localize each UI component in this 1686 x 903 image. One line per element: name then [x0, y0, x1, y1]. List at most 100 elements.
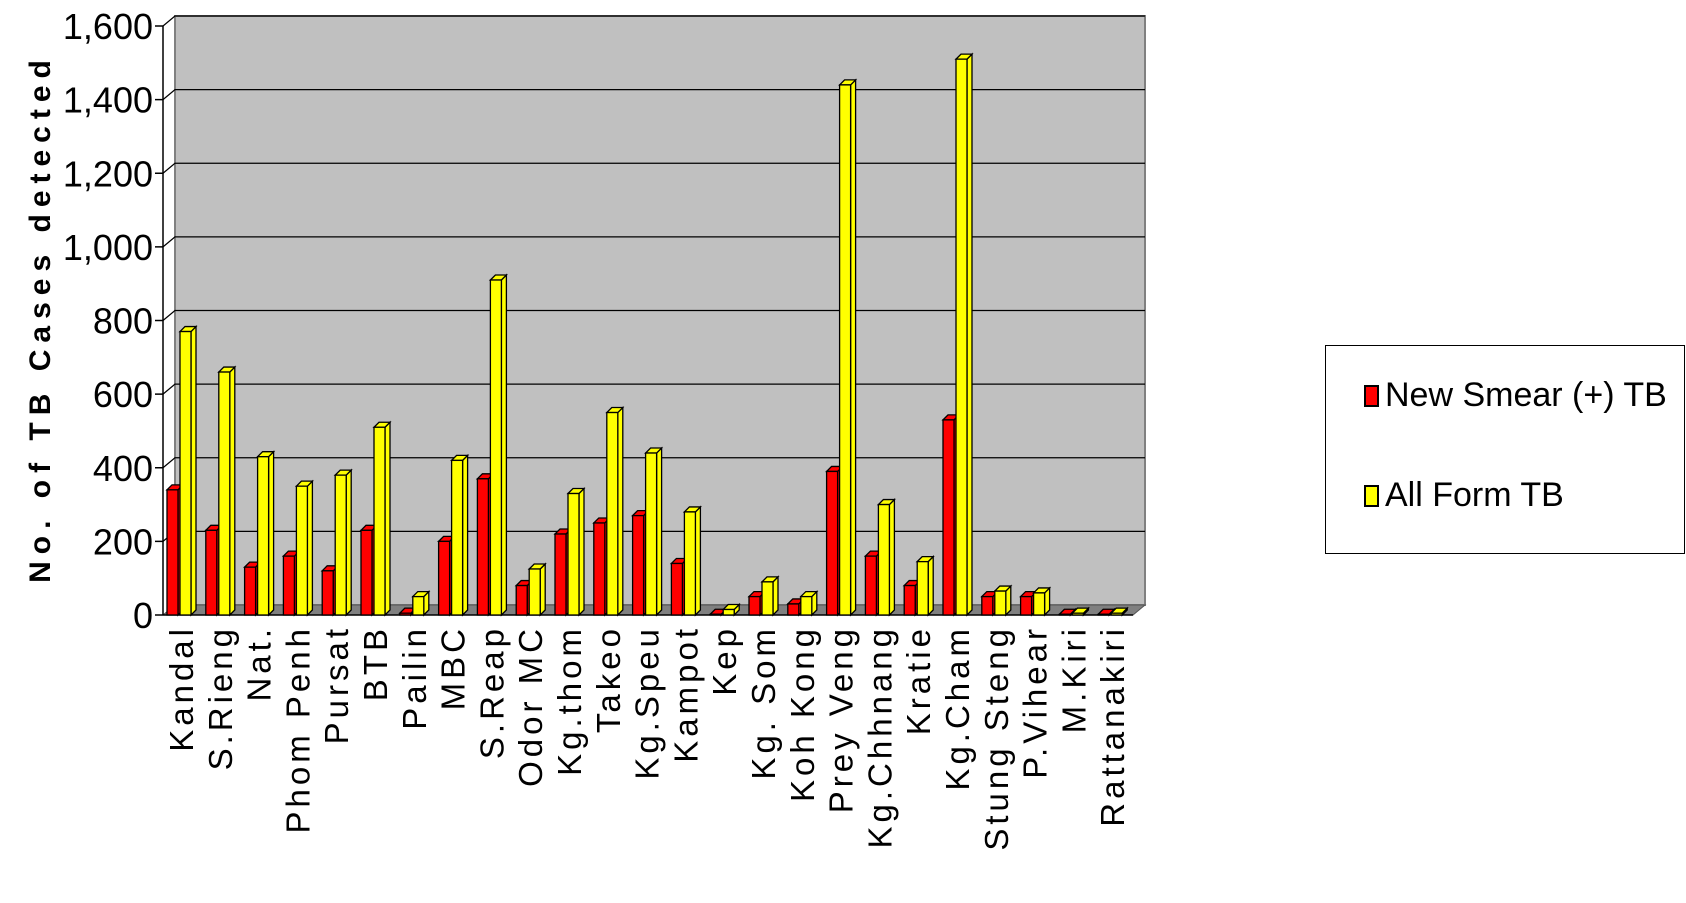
category-label: Kg.Chhnang [861, 625, 898, 848]
category-label: Odor MC [512, 625, 549, 787]
bar-new-smear [1057, 607, 1077, 617]
bar-all-form-side [190, 324, 197, 617]
bar-all-form-side [384, 420, 391, 617]
category-label: Kampot [667, 625, 704, 763]
category-label: Kg. Som [745, 625, 782, 780]
bar-new-smear-face [476, 478, 490, 616]
bar-all-form-side [500, 273, 508, 617]
gridline [162, 15, 1145, 27]
bar-new-smear-face [321, 570, 334, 616]
bar-new-smear-face [437, 540, 451, 616]
bar-all-form [954, 52, 974, 617]
bar-all-form-side [694, 505, 702, 617]
category-label: P.Vihear [1017, 625, 1054, 779]
legend-label-all-form: All Form TB [1385, 476, 1564, 514]
bar-all-form-side [267, 450, 275, 617]
bar-all-form [372, 420, 392, 617]
legend-swatch-red [1364, 384, 1379, 407]
gridline [162, 309, 1145, 321]
bar-all-form-side [345, 468, 352, 617]
bar-all-form-face [373, 426, 386, 616]
bar-all-form-side [772, 575, 779, 617]
bar-all-form-face [1071, 612, 1085, 616]
category-label: Kg.thom [551, 625, 588, 776]
category-label: Nat. [241, 625, 278, 702]
bar-all-form-side [617, 405, 624, 617]
bar-all-form-face [644, 452, 658, 616]
bars [165, 52, 1129, 617]
bar-new-smear-face [205, 529, 218, 616]
bar-all-form-side [927, 555, 934, 617]
category-label: Kandal [163, 625, 200, 752]
bar-all-form-face [567, 492, 580, 616]
legend-swatch-yellow [1364, 484, 1379, 507]
bar-all-form [799, 590, 819, 617]
y-tick-label: 1,200 [63, 153, 153, 194]
category-label: S.Reap [473, 625, 510, 759]
bar-all-form [838, 78, 858, 617]
category-label: Kg.Cham [939, 625, 976, 791]
bar-new-smear-face [360, 529, 373, 616]
bar-all-form-face [994, 590, 1007, 616]
bar-all-form-side [229, 365, 236, 617]
bar-all-form-face [916, 560, 929, 616]
bar-all-form-face [1110, 612, 1123, 616]
bar-all-form-side [888, 497, 896, 617]
bar-all-form [760, 575, 780, 617]
y-tick-label: 1,600 [63, 6, 153, 47]
bar-all-form-face [838, 84, 852, 616]
bar-all-form-face [179, 330, 192, 616]
y-tick-label: 1,000 [63, 227, 153, 268]
y-tick-labels: 0 200 400 600 800 1,000 1,200 1,400 1,600 [63, 6, 153, 636]
y-axis-label: No. of TB Cases detected [24, 53, 57, 583]
legend: New Smear (+) TB All Form TB [1325, 345, 1685, 554]
bar-all-form [915, 555, 935, 617]
bar-all-form [566, 486, 586, 617]
bar-all-form [1070, 606, 1090, 617]
bar-new-smear-face [864, 555, 878, 616]
bar-all-form [450, 453, 470, 617]
category-label: Kep [706, 625, 743, 696]
bar-new-smear-face [554, 533, 567, 616]
bar-all-form [993, 584, 1013, 617]
category-label: Kg.Speu [629, 625, 666, 780]
bar-new-smear-face [1097, 613, 1110, 616]
category-label: Rattanakiri [1094, 625, 1131, 827]
bar-all-form [605, 405, 625, 617]
bar-all-form [294, 479, 314, 617]
legend-label-new-smear: New Smear (+) TB [1385, 376, 1667, 414]
category-label: Koh Kong [784, 625, 821, 802]
category-label: M.Kiri [1055, 625, 1092, 733]
bar-all-form-side [461, 453, 469, 617]
bar-all-form-face [218, 371, 231, 616]
bar-all-form-face [295, 485, 309, 616]
bar-all-form-face [1032, 592, 1046, 616]
bar-all-form-face [334, 474, 347, 616]
bar-all-form [178, 324, 198, 617]
category-label: Stung Steng [978, 625, 1015, 851]
bar-new-smear-face [787, 603, 800, 616]
bar-all-form [1109, 606, 1129, 617]
bar-all-form [527, 562, 547, 617]
category-label: Takeo [590, 625, 627, 733]
bar-new-smear-face [166, 489, 179, 616]
bar-all-form-face [489, 279, 503, 616]
gridline [162, 236, 1145, 248]
bar-new-smear-face [942, 419, 955, 616]
y-tick-label: 400 [93, 448, 153, 489]
bar-all-form [488, 273, 508, 617]
bar-all-form-side [306, 479, 314, 617]
y-tick-label: 1,400 [63, 80, 153, 121]
bar-all-form [682, 505, 702, 617]
category-label: Pursat [318, 625, 355, 744]
bar-all-form [644, 446, 664, 617]
bar-new-smear-face [399, 612, 412, 616]
bar-all-form-face [683, 511, 697, 616]
bar-all-form [256, 450, 276, 617]
bar-new-smear-face [825, 470, 839, 616]
bar-new-smear-face [670, 562, 684, 616]
gridline [162, 457, 1145, 469]
bar-new-smear-face [709, 613, 722, 616]
gridline [162, 89, 1145, 101]
